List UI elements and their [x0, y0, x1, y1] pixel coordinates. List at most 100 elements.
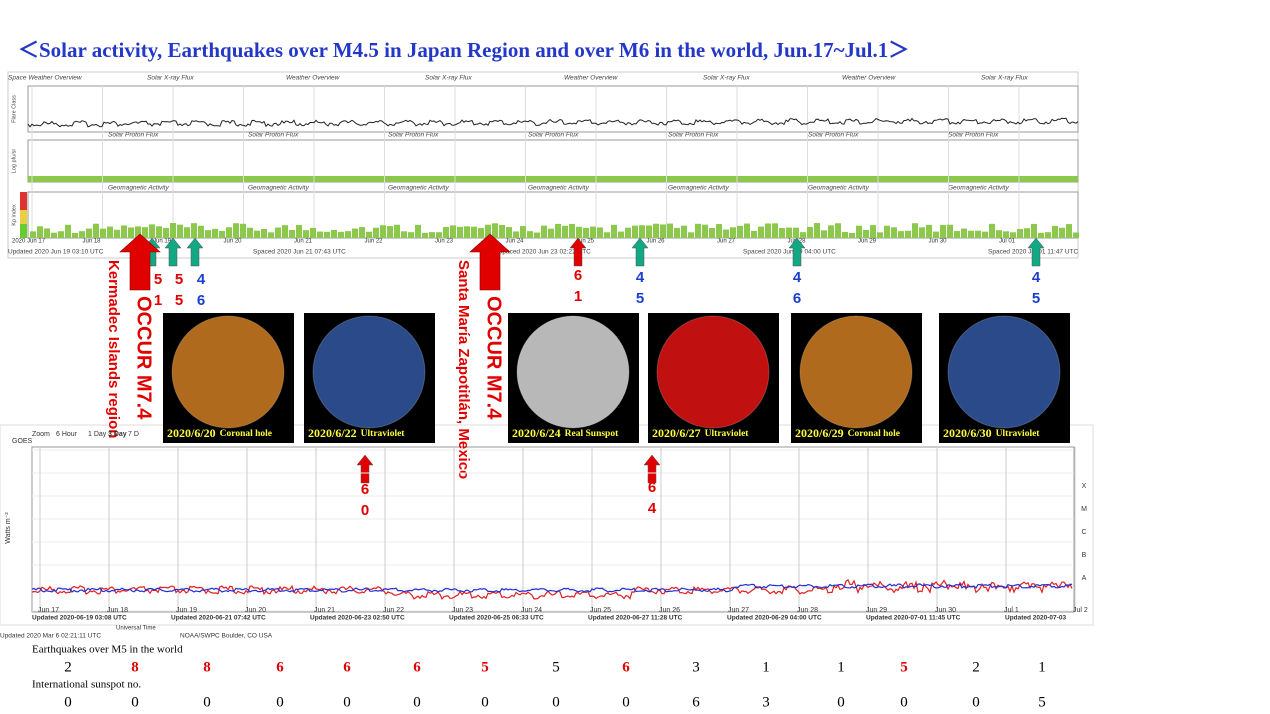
zoom-option[interactable]: Zoom — [32, 431, 50, 438]
cell: 6 — [413, 659, 421, 675]
arrow — [1027, 237, 1045, 267]
kp-bar — [583, 227, 589, 238]
axis-label: Universal Time — [116, 626, 156, 632]
kp-bar — [723, 229, 729, 238]
kp-bar — [261, 228, 267, 238]
title: ＜Solar activity, Earthquakes over M4.5 i… — [18, 38, 909, 62]
caption-date: 2020/6/22 — [308, 426, 357, 440]
kp-bar — [289, 229, 295, 238]
kp-bar — [282, 225, 288, 238]
caption-date: 2020/6/20 — [167, 426, 216, 440]
update-label: Updated 2020-06-21 07:42 UTC — [171, 615, 266, 622]
kp-bar — [387, 226, 393, 238]
date-label: 2020 Jun 17 — [12, 239, 46, 245]
zoom-option[interactable]: 3 Day — [108, 431, 127, 438]
magnitude-digit: 6 — [574, 267, 582, 284]
kp-bar — [933, 231, 939, 238]
class-label: A — [1082, 575, 1087, 582]
kp-bar — [506, 227, 512, 238]
cell: 1 — [1038, 659, 1046, 675]
kp-bar — [870, 225, 876, 238]
image-caption: 2020/6/22 Ultraviolet — [308, 426, 405, 440]
xray-long — [31, 583, 1073, 593]
magnitude-digit: 4 — [793, 269, 802, 286]
arrow — [569, 237, 587, 267]
cell: 0 — [276, 694, 284, 710]
magnitude-digit: 1 — [574, 288, 582, 305]
kp-bar — [100, 228, 106, 238]
kp-bar — [891, 227, 897, 238]
date-label: Jun 28 — [797, 607, 818, 614]
cell: 0 — [413, 694, 421, 710]
panel-header: Solar Proton Flux — [108, 132, 159, 139]
kp-bar — [247, 227, 253, 238]
kp-bar — [912, 223, 918, 238]
image-caption: 2020/6/27 Ultraviolet — [652, 426, 749, 440]
kp-bar — [86, 228, 92, 238]
kp-bar — [58, 231, 64, 238]
kp-bar — [1045, 232, 1051, 238]
cell: 2 — [64, 659, 72, 675]
kp-bar — [135, 226, 141, 238]
date-label: Jun 24 — [506, 239, 525, 245]
cell: 3 — [692, 659, 700, 675]
image-caption: 2020/6/24 Real Sunspot — [512, 426, 619, 440]
kp-bar — [1066, 224, 1072, 238]
kp-bar — [576, 226, 582, 238]
date-label: Jun 27 — [728, 607, 749, 614]
kp-scale — [20, 224, 27, 238]
panel-header: Weather Overview — [564, 75, 619, 82]
kp-bar — [422, 232, 428, 238]
cell: 1 — [762, 659, 770, 675]
kp-bar — [695, 223, 701, 238]
zoom-option[interactable]: 7 D — [128, 431, 139, 438]
cell: 5 — [1038, 694, 1046, 710]
panel-header: Geomagnetic Activity — [668, 185, 730, 192]
zoom-option[interactable]: 6 Hour — [56, 431, 78, 438]
kp-bar — [996, 230, 1002, 238]
date-label: Jun 25 — [590, 607, 611, 614]
sun-disk — [799, 315, 913, 429]
kp-bar — [226, 227, 232, 238]
caption-date: 2020/6/29 — [795, 426, 844, 440]
sun-disk — [171, 315, 285, 429]
cell: 1 — [837, 659, 845, 675]
kp-bar — [1024, 228, 1030, 238]
kp-bar — [1010, 232, 1016, 238]
kp-bar — [429, 232, 435, 238]
kp-bar — [184, 227, 190, 238]
kp-bar — [828, 225, 834, 238]
date-label: Jun 26 — [647, 239, 666, 245]
y-title: Watts m⁻² — [5, 512, 12, 544]
zoom-option[interactable]: 1 Day — [88, 431, 107, 438]
magnitude-digit: 5 — [1032, 290, 1040, 307]
kp-bar — [296, 225, 302, 238]
footer: Updated 2020 Mar 6 02:21:11 UTC — [0, 633, 101, 640]
kp-bar — [65, 224, 71, 238]
xray-panel — [27, 85, 1079, 133]
date-label: Jul 01 — [999, 239, 1016, 245]
kp-bar — [1017, 229, 1023, 238]
cell: 0 — [900, 694, 908, 710]
caption-date: 2020/6/30 — [943, 426, 992, 440]
kp-bar — [569, 223, 575, 238]
caption-kind: Coronal hole — [220, 429, 272, 439]
kp-bar — [737, 225, 743, 238]
panel-header: Solar Proton Flux — [248, 132, 299, 139]
kp-bar — [1059, 227, 1065, 238]
kp-bar — [1052, 225, 1058, 238]
date-label: Jun 21 — [294, 239, 313, 245]
magnitude-digit: 5 — [154, 271, 162, 288]
arrow — [356, 454, 374, 484]
kp-bar — [975, 230, 981, 238]
kp-bar — [380, 225, 386, 238]
kp-bar — [513, 231, 519, 238]
date-label: Jul 2 — [1073, 607, 1088, 614]
kp-bar — [779, 227, 785, 238]
panel-header: Geomagnetic Activity — [388, 185, 450, 192]
kp-bar — [156, 226, 162, 238]
kp-bar — [128, 227, 134, 238]
kp-bar — [233, 223, 239, 238]
kp-bar — [191, 223, 197, 238]
kp-bar — [401, 231, 407, 238]
